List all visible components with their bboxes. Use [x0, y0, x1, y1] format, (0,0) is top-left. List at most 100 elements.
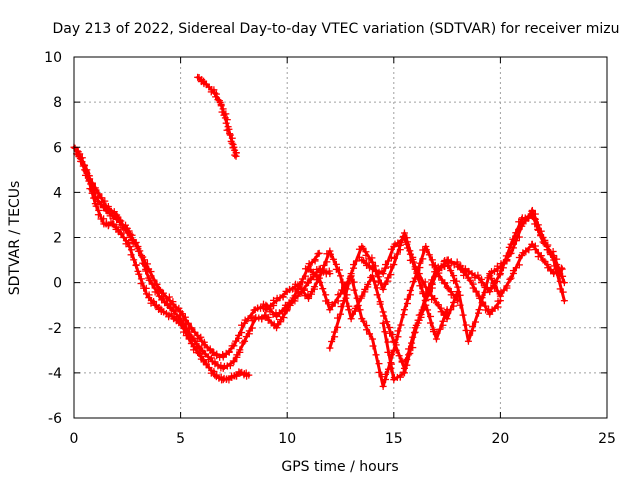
data-point [518, 210, 535, 223]
data-point [251, 311, 269, 323]
data-point [142, 290, 158, 307]
data-point [241, 306, 258, 327]
x-tick-label: 15 [385, 431, 403, 447]
data-point [464, 309, 483, 345]
data-point [486, 272, 501, 295]
y-tick-label: -2 [48, 321, 62, 337]
data-point [113, 211, 131, 233]
data-point [273, 287, 290, 305]
data-point [390, 311, 408, 354]
y-axis-label: SDTVAR / TECUs [7, 181, 23, 296]
data-point [432, 299, 448, 319]
data-point [262, 296, 278, 314]
data-point [368, 265, 386, 278]
data-point [550, 264, 565, 278]
data-point [273, 307, 291, 332]
y-tick-label: -4 [48, 366, 62, 382]
data-layer [70, 73, 568, 390]
data-point [368, 272, 384, 308]
data-point [379, 263, 395, 293]
data-point [81, 166, 96, 188]
x-tick-label: 10 [278, 431, 296, 447]
data-point [123, 229, 140, 248]
data-point [528, 240, 545, 261]
data-point [236, 368, 251, 380]
data-point [326, 314, 342, 352]
data-point [539, 238, 557, 257]
tick-layer [73, 56, 608, 419]
y-tick-label: 2 [53, 231, 62, 247]
data-point [400, 333, 417, 377]
data-point [400, 234, 417, 266]
data-point [251, 300, 268, 314]
data-point [358, 315, 374, 338]
data-point [422, 243, 439, 269]
data-point [454, 283, 470, 334]
data-point [74, 148, 89, 170]
series-track-c [81, 166, 323, 372]
series-track-d [194, 73, 240, 160]
data-point [400, 278, 417, 314]
y-tick-label: 0 [53, 276, 62, 292]
data-point [560, 279, 568, 287]
data-point [294, 281, 312, 300]
x-tick-label: 5 [176, 431, 185, 447]
data-point [155, 292, 172, 309]
data-point [443, 258, 461, 285]
data-point [379, 319, 395, 372]
x-tick-label: 25 [598, 431, 616, 447]
data-point [245, 371, 253, 379]
data-point [368, 335, 386, 381]
data-point [422, 268, 439, 300]
x-axis-label: GPS time / hours [281, 459, 398, 475]
data-point [202, 360, 218, 377]
data-point [379, 308, 397, 339]
data-point [125, 243, 140, 269]
x-tick-label: 0 [70, 431, 79, 447]
data-point [202, 80, 218, 96]
data-point [221, 114, 233, 134]
y-tick-label: 8 [53, 95, 62, 111]
series-track-j [454, 210, 568, 296]
data-point [283, 280, 300, 296]
data-point [177, 315, 193, 337]
data-point [134, 267, 150, 292]
data-point [145, 274, 162, 296]
y-tick-label: 4 [53, 185, 62, 201]
data-point [337, 275, 354, 318]
data-point [528, 211, 545, 240]
data-point [315, 249, 323, 257]
data-point [232, 152, 240, 160]
data-point [464, 274, 480, 296]
data-point [464, 267, 482, 282]
y-tick-label: 10 [44, 50, 62, 66]
y-tick-label: -6 [48, 411, 62, 427]
series-track-k [486, 240, 566, 300]
data-point [507, 218, 523, 248]
data-point [507, 254, 523, 282]
data-point [560, 297, 568, 305]
data-point [358, 243, 376, 263]
data-point [558, 265, 566, 273]
data-point [211, 89, 224, 106]
data-point [134, 243, 150, 275]
data-point [230, 339, 247, 366]
data-point [230, 321, 246, 350]
data-point [475, 274, 491, 293]
data-point [358, 273, 375, 300]
data-point [326, 291, 342, 314]
data-point [211, 371, 226, 384]
y-tick-labels: -6 -4 -2 0 2 4 6 8 10 [44, 50, 62, 427]
data-point [443, 290, 461, 323]
data-point [326, 247, 343, 274]
data-point [326, 270, 334, 278]
y-tick-label: 6 [53, 140, 62, 156]
data-point [91, 193, 108, 212]
data-point [187, 333, 203, 352]
data-point [198, 346, 215, 364]
data-point [194, 349, 208, 366]
data-point [166, 303, 184, 321]
data-point [91, 184, 109, 206]
